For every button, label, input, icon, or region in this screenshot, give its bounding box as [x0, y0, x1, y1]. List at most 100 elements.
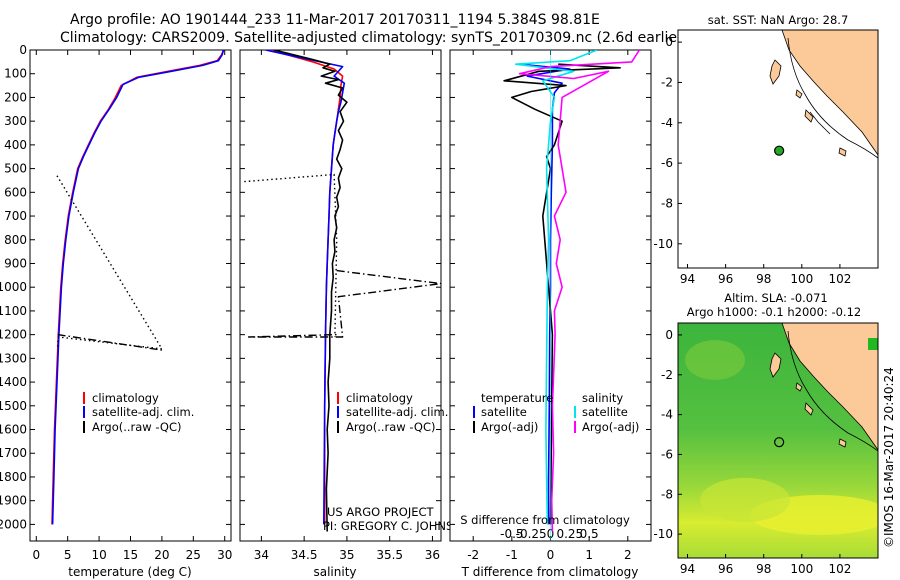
island-simeulue — [769, 59, 782, 85]
sst-map-panel: sat. SST: NaN Argo: 28.7 94 96 98 100 102 0 -2… — [653, 13, 879, 286]
sal-series-line — [265, 50, 346, 525]
difference-legend: temperature satellite Argo(-adj) salinit… — [473, 391, 639, 434]
sla-map-axes: 94 96 98 100 102 0 -2 -4 -6 -8 -10 — [653, 328, 851, 576]
diff-legend-salinity-head: salinity — [582, 391, 623, 405]
sla-map-title: Altim. SLA: -0.071 — [724, 291, 828, 305]
sal-xtick-label: 36 — [425, 548, 440, 562]
salinity-panel: 34 34.5 35 35.5 36 salinity climatology sate… — [239, 49, 471, 579]
sst-map-xtick-label: 102 — [828, 272, 851, 286]
diff-legend-s-satellite-label: satellite — [582, 405, 628, 419]
footer-pi: PI: GREGORY C. JOHNSON — [323, 519, 471, 533]
sal-xtick-label: 34.5 — [291, 548, 318, 562]
temp-xtick-label: 30 — [217, 548, 232, 562]
temp-ytick-label: 0 — [19, 43, 27, 57]
sla-island-batu — [804, 402, 814, 416]
sla-shelf-contour — [787, 330, 878, 452]
diff-xtick-label: -2 — [467, 548, 479, 562]
temperature-panel: 0 5 10 15 20 25 300100200300400500600700800900… — [0, 43, 232, 579]
sst-map-ytick-label: -2 — [661, 75, 673, 89]
sla-map-float-position — [774, 437, 785, 448]
sst-map-points — [774, 145, 785, 156]
sla-map-frame — [677, 322, 879, 559]
temp-xtick-label: 15 — [123, 548, 138, 562]
header-line-1: Argo profile: AO 1901444_233 11-Mar-2017… — [70, 12, 600, 28]
temp-series-line — [57, 333, 163, 351]
sst-map-xtick-label: 96 — [718, 272, 733, 286]
sla-map-points — [774, 437, 785, 448]
copyright-timestamp: ©IMOS 16-Mar-2017 20:40:24 — [882, 367, 896, 548]
temp-ytick-label: 2000 — [0, 517, 27, 531]
diff-xtick-secondary-label: 0.5 — [580, 527, 599, 541]
temp-ytick-label: 800 — [4, 233, 27, 247]
sal-xtick-label: 35.5 — [376, 548, 403, 562]
header-line-2: Climatology: CARS2009. Satellite-adjuste… — [60, 30, 688, 46]
sla-anomaly-west — [700, 478, 790, 522]
difference-series — [503, 50, 641, 541]
sumatra-landmass — [781, 30, 878, 156]
difference-xlabel: T difference from climatology — [461, 565, 639, 579]
diff-xtick-label: -1 — [506, 548, 518, 562]
temp-series-line — [51, 50, 225, 525]
salinity-axes: 34 34.5 35 35.5 36 — [240, 49, 441, 562]
diff-xtick-secondary-label: -0.25 — [516, 527, 547, 541]
temp-xtick-label: 25 — [186, 548, 201, 562]
sla-map-ytick-label: -8 — [661, 487, 673, 501]
sla-map-xtick-label: 102 — [828, 562, 851, 576]
sst-map-ytick-label: -4 — [661, 116, 673, 130]
temp-ytick-label: 1800 — [0, 470, 27, 484]
sla-map-xtick-label: 98 — [756, 562, 771, 576]
sst-map-frame — [677, 29, 879, 269]
island-nias — [795, 89, 803, 99]
sst-map-xtick-label: 98 — [756, 272, 771, 286]
sla-map-subtitle: Argo h1000: -0.1 h2000: -0.12 — [687, 305, 861, 319]
salinity-plot-frame — [239, 49, 442, 542]
temp-ytick-label: 1200 — [0, 328, 27, 342]
diff-xtick-label: 2 — [624, 548, 632, 562]
sla-map-ytick-label: -4 — [661, 408, 673, 422]
temp-ytick-label: 1400 — [0, 375, 27, 389]
temp-ytick-label: 1700 — [0, 446, 27, 460]
diff-legend-t-satellite-label: satellite — [481, 405, 527, 419]
sla-map-xtick-label: 100 — [790, 562, 813, 576]
sst-map-xtick-label: 94 — [680, 272, 695, 286]
sla-island-simeulue — [769, 352, 782, 378]
difference-xlabel-secondary: S difference from climatology — [460, 513, 630, 527]
diff-series-line — [518, 50, 641, 532]
diff-series-line — [519, 63, 571, 525]
legend-satellite-label: satellite-adj. clim. — [92, 405, 194, 419]
sla-anomaly-north — [685, 340, 745, 380]
temperature-legend: climatology satellite-adj. clim. Argo(..… — [83, 391, 194, 434]
sal-xtick-label: 34 — [254, 548, 269, 562]
salinity-xlabel: salinity — [313, 565, 356, 579]
diff-xtick-secondary-label: -0.5 — [500, 527, 523, 541]
temperature-series — [51, 50, 225, 525]
diff-legend-t-argo-label: Argo(-adj) — [481, 420, 538, 434]
temperature-plot-frame — [29, 49, 232, 542]
salinity-legend: climatology satellite-adj. clim. Argo(..… — [337, 391, 448, 434]
temp-xtick-label: 0 — [32, 548, 40, 562]
legend-argo-label: Argo(..raw -QC) — [92, 420, 182, 434]
temp-ytick-label: 1300 — [0, 351, 27, 365]
sal-series-line — [244, 173, 338, 338]
temp-series-line — [56, 175, 163, 350]
sst-map-xtick-label: 100 — [790, 272, 813, 286]
shelf-contour-2 — [809, 111, 831, 135]
temp-ytick-label: 1900 — [0, 494, 27, 508]
temp-xtick-label: 5 — [64, 548, 72, 562]
salinity-series — [244, 50, 441, 532]
sla-sumatra-landmass — [781, 323, 878, 451]
temp-ytick-label: 1000 — [0, 280, 27, 294]
legend-climatology-label: climatology — [92, 391, 159, 405]
temp-ytick-label: 100 — [4, 67, 27, 81]
sla-land-mask — [868, 338, 878, 350]
sal-series-line — [247, 269, 441, 338]
sla-map-panel: Altim. SLA: -0.071 Argo h1000: -0.1 h200… — [653, 291, 879, 576]
sst-map-ytick-label: 0 — [665, 35, 673, 49]
sal-series-line — [274, 50, 348, 532]
sal-xtick-label: 35 — [339, 548, 354, 562]
sst-map-title: sat. SST: NaN Argo: 28.7 — [708, 13, 849, 27]
sal-legend-climatology-label: climatology — [346, 391, 413, 405]
temp-ytick-label: 300 — [4, 114, 27, 128]
